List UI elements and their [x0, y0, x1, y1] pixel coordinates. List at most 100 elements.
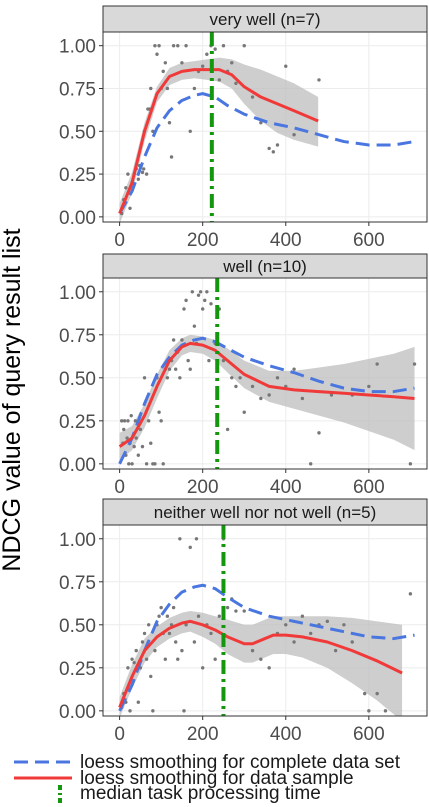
x-tick-label: 0 [114, 724, 125, 745]
legend-item: loess smoothing for data sample [14, 768, 354, 789]
data-point [171, 605, 176, 610]
x-tick-label: 600 [353, 230, 385, 251]
data-point [234, 384, 238, 389]
y-axis-label: NDCG value of query result list [0, 228, 26, 571]
data-point [149, 674, 153, 679]
data-point [267, 146, 271, 151]
data-point [173, 640, 178, 644]
data-point [178, 376, 182, 380]
data-point [151, 709, 155, 713]
data-point [242, 410, 246, 414]
legend: loess smoothing for complete data setloe… [14, 752, 401, 806]
data-point [163, 657, 168, 661]
y-tick-label: 0.00 [59, 208, 96, 229]
data-point [184, 43, 188, 48]
data-point [275, 376, 280, 380]
y-tick-label: 0.75 [59, 79, 96, 100]
data-point [138, 427, 143, 432]
data-point [127, 462, 131, 466]
data-point [182, 307, 186, 311]
data-point [292, 133, 296, 137]
data-point [308, 631, 313, 636]
data-point [134, 436, 138, 440]
loess-sample-line [118, 68, 319, 215]
data-point [200, 666, 205, 670]
data-point [259, 396, 263, 401]
data-point [134, 648, 138, 653]
data-point [242, 43, 246, 48]
data-point [200, 64, 205, 68]
data-point [126, 172, 130, 176]
data-point [196, 293, 201, 297]
data-point [136, 177, 141, 181]
data-point [192, 86, 197, 91]
y-tick-label: 1.00 [59, 530, 96, 551]
data-point [200, 307, 205, 311]
data-point [128, 709, 132, 713]
data-point [408, 592, 413, 596]
data-point [182, 709, 186, 713]
data-point [159, 419, 163, 423]
data-point [284, 64, 288, 68]
x-tick-label: 200 [187, 477, 219, 498]
data-point [317, 431, 321, 435]
data-point [176, 43, 180, 48]
data-point [238, 376, 242, 380]
data-point [367, 384, 371, 389]
data-point [173, 367, 178, 371]
data-point [136, 700, 141, 704]
legend-label: loess smoothing for complete data set [80, 752, 401, 773]
data-point [153, 648, 157, 653]
y-tick-label: 0.50 [59, 122, 96, 143]
data-point [184, 298, 188, 303]
x-tick-label: 0 [114, 477, 125, 498]
data-point [144, 172, 149, 176]
panel-border [102, 524, 428, 717]
data-point [209, 302, 213, 306]
data-point [132, 660, 136, 665]
panel-title: neither well nor not well (n=5) [154, 503, 377, 522]
y-tick-label: 0.25 [59, 165, 96, 186]
data-point [225, 427, 230, 432]
data-point [217, 78, 222, 82]
y-tick-label: 0.75 [59, 326, 96, 347]
data-point [144, 462, 149, 466]
data-point [259, 657, 263, 661]
data-point [130, 657, 134, 661]
data-point [325, 619, 330, 624]
y-tick-label: 0.50 [59, 369, 96, 390]
data-point [275, 143, 280, 147]
y-tick-label: 0.50 [59, 616, 96, 637]
y-tick-label: 1.00 [59, 37, 96, 58]
data-point [230, 376, 234, 380]
data-point [157, 410, 161, 414]
data-point [178, 537, 182, 541]
data-point [230, 61, 234, 65]
data-point [292, 640, 296, 644]
data-point [142, 376, 147, 380]
data-point [198, 290, 203, 294]
data-point [165, 614, 170, 618]
data-point [250, 648, 255, 653]
panels: very well (n=7) 0.00 0.25 0.50 0.75 1.00 0 200 4… [59, 5, 428, 745]
data-point [163, 61, 168, 65]
data-point [284, 623, 288, 627]
data-point [362, 691, 367, 696]
data-point [259, 121, 263, 125]
panel-1: very well (n=7) 0.00 0.25 0.50 0.75 1.00 0 200 4… [59, 5, 428, 251]
confidence-band [119, 611, 403, 716]
data-point [242, 609, 246, 613]
data-point [119, 419, 124, 423]
panel-2: well (n=10) 0.00 0.25 0.50 0.75 1.00 0 200 400 60… [59, 253, 428, 498]
data-point [342, 623, 346, 627]
y-tick-label: 1.00 [59, 283, 96, 304]
data-point [157, 43, 161, 48]
y-tick-label: 0.25 [59, 659, 96, 680]
data-point [350, 640, 354, 644]
data-point [142, 631, 147, 636]
loess-sample-line [118, 341, 415, 448]
loess-complete-line [118, 583, 415, 712]
data-point [188, 129, 192, 133]
x-tick-label: 600 [353, 724, 385, 745]
data-point [329, 393, 334, 397]
